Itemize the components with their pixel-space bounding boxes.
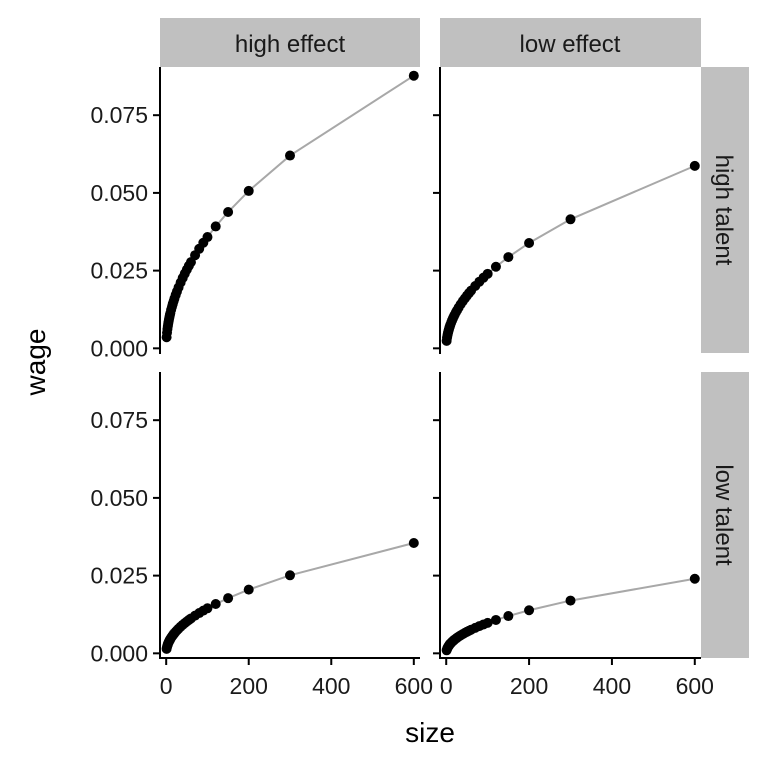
data-point	[243, 584, 254, 595]
strip-background	[701, 67, 749, 353]
x-tick-label: 0	[160, 673, 173, 699]
panel-high-talent-high-effect	[161, 70, 419, 343]
x-tick-label: 600	[676, 673, 714, 699]
x-tick-label: 0	[440, 673, 453, 699]
panel-low-talent-high-effect	[161, 537, 419, 654]
y-tick-label: 0.025	[90, 258, 148, 284]
data-point	[210, 221, 221, 232]
x-tick-label: 400	[312, 673, 350, 699]
data-layer	[161, 70, 700, 656]
data-point	[503, 611, 514, 622]
panel-axes-high-talent-low-effect	[433, 67, 441, 354]
data-point	[223, 207, 234, 218]
column-strip-high-effect: high effect	[160, 18, 420, 67]
data-point	[202, 603, 213, 614]
y-tick-label: 0.000	[90, 335, 148, 361]
x-axis-title: size	[405, 717, 455, 748]
panel-high-talent-low-effect	[441, 160, 700, 346]
data-point	[503, 252, 514, 263]
series-line	[445, 577, 695, 651]
panel-axes-low-talent-low-effect: 0 200 400 600	[433, 372, 714, 699]
data-point	[490, 614, 501, 625]
y-tick-label: 0.075	[90, 102, 148, 128]
y-tick-label: 0.075	[90, 407, 148, 433]
data-point	[408, 70, 419, 81]
strip-background	[160, 18, 420, 67]
series-line	[445, 164, 696, 342]
data-point	[524, 237, 535, 248]
strip-label-low-effect: low effect	[520, 31, 621, 58]
data-point	[689, 160, 700, 171]
panel-low-talent-low-effect	[441, 573, 700, 656]
y-tick-label: 0.050	[90, 180, 148, 206]
strip-label-high-talent: high talent	[710, 155, 737, 266]
data-point	[408, 537, 419, 548]
strip-background	[701, 372, 749, 658]
x-tick-label: 600	[395, 673, 433, 699]
column-strip-low-effect: low effect	[440, 18, 701, 67]
y-axis-title: wage	[20, 329, 51, 397]
y-tick-label: 0.050	[90, 485, 148, 511]
data-point	[223, 593, 234, 604]
strip-background	[440, 18, 701, 67]
strip-label-low-talent: low talent	[710, 464, 737, 566]
panel-axes-low-talent-high-effect: 0.000 0.025 0.050 0.075 0 200 400 600	[90, 372, 433, 699]
series-line	[165, 542, 415, 650]
row-strip-low-talent: low talent	[701, 372, 749, 658]
strip-label-high-effect: high effect	[235, 31, 346, 58]
panel-axes-high-talent-high-effect: 0.000 0.025 0.050 0.075	[90, 67, 161, 361]
data-point	[565, 595, 576, 606]
data-point	[482, 268, 493, 279]
data-point	[482, 617, 493, 628]
data-point	[565, 214, 576, 225]
axes-layer: 0.000 0.025 0.050 0.075 0.000 0.025 0.050 0.075…	[90, 67, 714, 699]
y-tick-label: 0.025	[90, 563, 148, 589]
series-line	[165, 74, 415, 338]
row-strip-high-talent: high talent	[701, 67, 749, 353]
x-tick-label: 400	[593, 673, 631, 699]
data-point	[210, 598, 221, 609]
data-point	[490, 261, 501, 272]
data-point	[243, 185, 254, 196]
y-tick-label: 0.000	[90, 640, 148, 666]
data-point	[524, 605, 535, 616]
data-point	[202, 232, 213, 243]
data-point	[285, 150, 295, 161]
data-point	[689, 573, 700, 584]
x-tick-label: 200	[510, 673, 548, 699]
data-point	[285, 570, 295, 581]
x-tick-label: 200	[230, 673, 268, 699]
